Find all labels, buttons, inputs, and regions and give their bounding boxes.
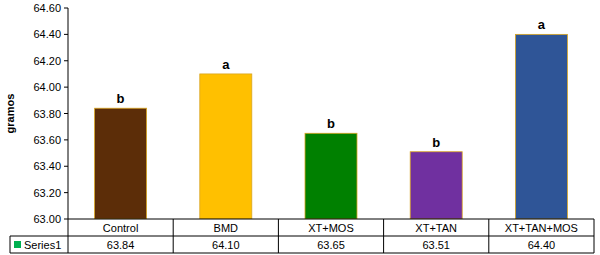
x-tick-label: XT+TAN	[415, 222, 457, 234]
x-tick-label: XT+MOS	[308, 222, 354, 234]
y-tick	[64, 139, 68, 140]
y-axis-label: gramos	[4, 94, 16, 134]
y-tick	[64, 87, 68, 88]
y-tick-label: 63.00	[33, 213, 61, 225]
x-tick-label: Control	[103, 222, 138, 234]
x-tick-label: XT+TAN+MOS	[505, 222, 578, 234]
data-label: 63.84	[107, 239, 135, 251]
annotation: b	[117, 91, 125, 106]
bar	[305, 133, 357, 219]
annotation: a	[538, 17, 546, 32]
table-line	[10, 236, 11, 253]
table-line	[10, 236, 594, 237]
bar	[200, 74, 252, 219]
y-tick-label: 63.20	[33, 187, 61, 199]
data-label: 63.51	[422, 239, 450, 251]
annotation: a	[222, 57, 230, 72]
data-label: 64.40	[528, 239, 556, 251]
annotation: b	[432, 135, 440, 150]
chart: gramos 63.00 63.20 63.40 63.60 63.80 64.00 64.2…	[0, 0, 600, 255]
table-line	[173, 219, 174, 253]
y-axis	[68, 8, 69, 219]
bar	[410, 152, 462, 219]
y-tick	[64, 166, 68, 167]
y-tick-label: 64.60	[33, 2, 61, 14]
y-tick-label: 63.60	[33, 134, 61, 146]
data-label: 63.65	[317, 239, 345, 251]
data-label: 64.10	[212, 239, 240, 251]
table-line	[68, 219, 594, 220]
bar	[515, 34, 567, 219]
bar	[95, 108, 147, 219]
y-tick	[64, 8, 68, 9]
y-tick	[64, 113, 68, 114]
y-tick	[64, 34, 68, 35]
y-tick-label: 63.80	[33, 108, 61, 120]
y-tick-label: 63.40	[33, 160, 61, 172]
table-line	[10, 253, 594, 254]
x-tick-label: BMD	[214, 222, 239, 234]
y-tick	[64, 192, 68, 193]
y-tick-label: 64.40	[33, 28, 61, 40]
y-tick	[64, 219, 68, 220]
legend-label: Series1	[24, 239, 61, 251]
table-line	[594, 219, 595, 253]
y-tick	[64, 60, 68, 61]
y-tick-label: 64.00	[33, 81, 61, 93]
legend-key	[14, 241, 21, 248]
table-line	[278, 219, 279, 253]
data-table: Control BMD XT+MOS XT+TAN XT+TAN+MOS Series1 6…	[10, 219, 594, 253]
bars	[95, 34, 568, 219]
table-line	[488, 219, 489, 253]
y-tick-label: 64.20	[33, 55, 61, 67]
annotation: b	[327, 116, 335, 131]
table-line	[68, 219, 69, 253]
table-line	[383, 219, 384, 253]
